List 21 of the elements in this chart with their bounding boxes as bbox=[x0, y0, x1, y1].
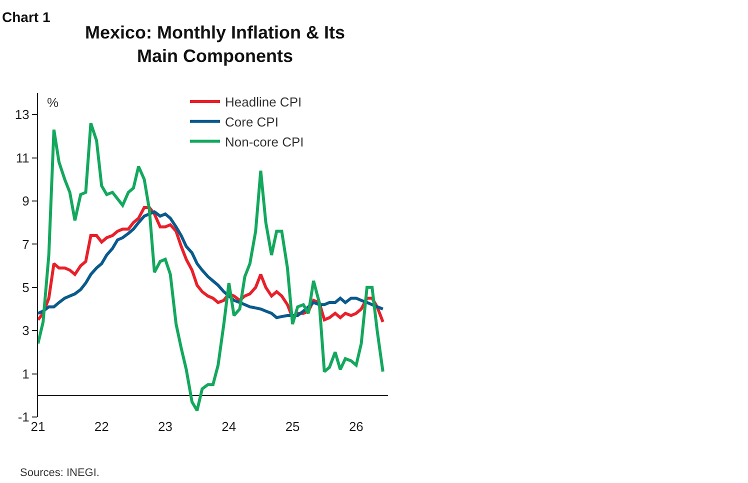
y-tick-label: 9 bbox=[22, 194, 30, 209]
y-tick-label: -1 bbox=[18, 410, 30, 425]
y-tick-label: 13 bbox=[14, 107, 30, 122]
x-tick-label: 21 bbox=[30, 419, 46, 434]
y-tick-label: 1 bbox=[22, 366, 30, 382]
legend-label: Non-core CPI bbox=[225, 134, 304, 150]
y-tick-label: 11 bbox=[16, 150, 30, 166]
x-tick-label: 26 bbox=[348, 419, 364, 434]
x-tick-label: 22 bbox=[94, 419, 109, 434]
x-tick-label: 25 bbox=[285, 419, 300, 434]
legend-label: Headline CPI bbox=[225, 94, 302, 110]
legend-label: Core CPI bbox=[225, 114, 278, 130]
x-tick-label: 23 bbox=[158, 419, 173, 434]
x-tick-label: 24 bbox=[222, 419, 236, 434]
y-tick-label: 3 bbox=[22, 323, 30, 338]
y-tick-label: 5 bbox=[22, 280, 30, 295]
caption: Chart 1 bbox=[2, 9, 50, 25]
chart-title: Mexico: Monthly Inflation & Its Main Components bbox=[85, 22, 345, 66]
y-tick-label: 7 bbox=[22, 236, 30, 252]
source-note: Sources: INEGI. bbox=[20, 467, 100, 479]
y-axis-title: % bbox=[47, 95, 59, 110]
